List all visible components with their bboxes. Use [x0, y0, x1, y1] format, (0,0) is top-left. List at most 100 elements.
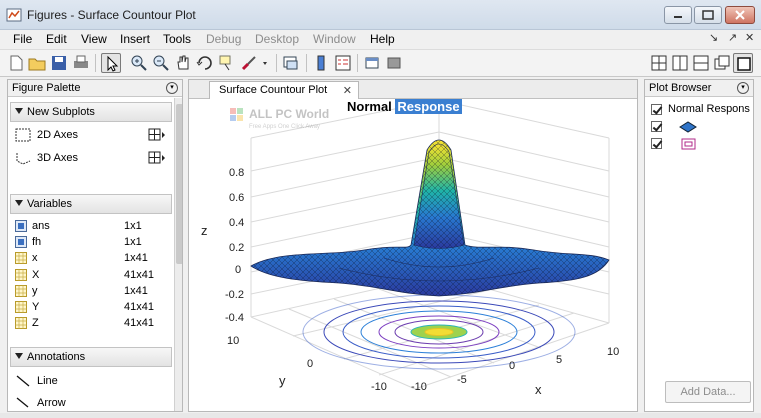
subplot-3d-label: 3D Axes [37, 152, 78, 164]
visibility-checkbox[interactable] [651, 104, 662, 115]
subplot-grid-icon[interactable] [148, 128, 166, 142]
variable-row[interactable]: x 1x41 [15, 250, 170, 266]
visibility-checkbox[interactable] [651, 121, 662, 132]
grid-layout-icon [651, 55, 667, 71]
variable-row[interactable]: Y 41x41 [15, 299, 170, 315]
matrix-variable-icon [15, 252, 27, 265]
save-button[interactable] [49, 53, 69, 73]
open-folder-icon [28, 58, 46, 71]
annotation-line[interactable]: Line [15, 372, 170, 390]
variable-name: fh [32, 236, 42, 249]
layout-top-bottom-button[interactable] [691, 53, 711, 73]
close-tab-icon[interactable]: ✕ [342, 85, 352, 97]
legend-icon [335, 55, 351, 71]
pan-button[interactable] [173, 53, 193, 73]
figure-document: Surface Countour Plot ✕ [188, 79, 638, 412]
menu-desktop[interactable]: Desktop [255, 32, 300, 46]
toolbar-separator [276, 54, 277, 72]
menu-view[interactable]: View [81, 32, 107, 46]
close-figure-icon[interactable]: ✕ [745, 32, 755, 44]
layout-maximize-button[interactable] [733, 53, 753, 73]
object-variable-icon [15, 220, 27, 232]
zoom-out-button[interactable] [151, 53, 171, 73]
panel-menu-icon[interactable]: ▾ [166, 82, 178, 94]
y-axis: 10 0 -10 y [227, 335, 387, 393]
subplot-2d-axes[interactable]: 2D Axes [15, 126, 170, 144]
zoom-in-icon [131, 55, 147, 71]
print-button[interactable] [71, 53, 91, 73]
menu-debug[interactable]: Debug [206, 32, 242, 46]
z-tick-label: 0.6 [229, 192, 244, 204]
plot-title[interactable]: Normal Response [347, 99, 462, 116]
collapse-triangle-icon [15, 200, 23, 206]
menu-file[interactable]: File [13, 32, 33, 46]
rotate-3d-button[interactable] [195, 53, 215, 73]
split-horizontal-icon [693, 55, 709, 71]
variable-size: 1x1 [124, 236, 142, 249]
variable-row[interactable]: ans 1x1 [15, 218, 170, 234]
brush-button[interactable] [239, 53, 259, 73]
maximize-button[interactable] [694, 6, 722, 24]
zoom-in-button[interactable] [129, 53, 149, 73]
show-plot-tools-button[interactable] [384, 53, 404, 73]
annotations-section[interactable]: Annotations [10, 347, 172, 367]
menu-window[interactable]: Window [313, 32, 356, 46]
variables-section[interactable]: Variables [10, 194, 172, 214]
variable-row[interactable]: y 1x41 [15, 283, 170, 299]
menu-insert[interactable]: Insert [120, 32, 151, 46]
layout-left-right-button[interactable] [670, 53, 690, 73]
y-tick-label: -10 [371, 381, 387, 393]
collapse-triangle-icon [15, 353, 23, 359]
colorbar-icon [317, 55, 325, 71]
menu-tools[interactable]: Tools [163, 32, 192, 46]
data-cursor-button[interactable] [217, 53, 237, 73]
variable-row[interactable]: X 41x41 [15, 267, 170, 283]
z-axis: 0.8 0.6 0.4 0.2 0 -0.2 -0.4 z [201, 167, 244, 324]
plot-title-word-normal: Normal [347, 99, 392, 114]
palette-scrollbar[interactable] [174, 98, 182, 411]
visibility-checkbox[interactable] [651, 138, 662, 149]
plot-canvas[interactable]: 0.8 0.6 0.4 0.2 0 -0.2 -0.4 z [189, 80, 638, 412]
variable-name: x [32, 252, 38, 265]
watermark-title: ALL PC World [249, 107, 329, 121]
subplot-3d-axes[interactable]: 3D Axes [15, 149, 170, 167]
insert-colorbar-button[interactable] [311, 53, 331, 73]
subplot-grid-icon[interactable] [148, 151, 166, 165]
dock-arrow-icon[interactable]: ↘ [709, 32, 719, 44]
open-file-button[interactable] [27, 53, 47, 73]
edit-plot-button[interactable] [101, 53, 121, 73]
x-tick-label: -10 [411, 381, 427, 393]
link-plot-button[interactable] [281, 53, 301, 73]
layout-float-button[interactable] [712, 53, 732, 73]
matrix-variable-icon [15, 284, 27, 297]
brush-dropdown-button[interactable] [260, 53, 272, 73]
insert-legend-button[interactable] [333, 53, 353, 73]
variable-row[interactable]: fh 1x1 [15, 234, 170, 250]
rotate-icon [196, 56, 212, 70]
variable-row[interactable]: Z 41x41 [15, 315, 170, 331]
figure-palette-panel: Figure Palette ▾ New Subplots 2D Axes 3D… [7, 79, 183, 412]
minimize-button[interactable] [664, 6, 692, 24]
add-data-button[interactable]: Add Data... [665, 381, 751, 403]
variables-label: Variables [27, 198, 73, 210]
menu-edit[interactable]: Edit [46, 32, 67, 46]
z-tick-label: 0.2 [229, 242, 244, 254]
figure-palette-header: Figure Palette ▾ [8, 80, 182, 97]
menu-help[interactable]: Help [370, 32, 395, 46]
new-figure-button[interactable] [6, 53, 26, 73]
plot-title-word-response-selected[interactable]: Response [395, 99, 462, 114]
annotation-arrow[interactable]: Arrow [15, 394, 170, 411]
layout-grid-button[interactable] [649, 53, 669, 73]
scrollbar-thumb[interactable] [176, 104, 182, 264]
matrix-variable-icon [15, 317, 27, 330]
y-tick-label: 10 [227, 335, 239, 347]
close-window-button[interactable] [725, 6, 755, 24]
hide-plot-tools-button[interactable] [362, 53, 382, 73]
status-bar [0, 413, 761, 418]
link-plot-icon [283, 56, 298, 70]
annotations-label: Annotations [27, 351, 86, 363]
panel-menu-icon[interactable]: ▾ [737, 82, 749, 94]
new-subplots-section[interactable]: New Subplots [10, 102, 172, 122]
tab-surface-contour-plot[interactable]: Surface Countour Plot ✕ [209, 81, 359, 99]
undock-arrow-icon[interactable]: ↗ [728, 32, 738, 44]
